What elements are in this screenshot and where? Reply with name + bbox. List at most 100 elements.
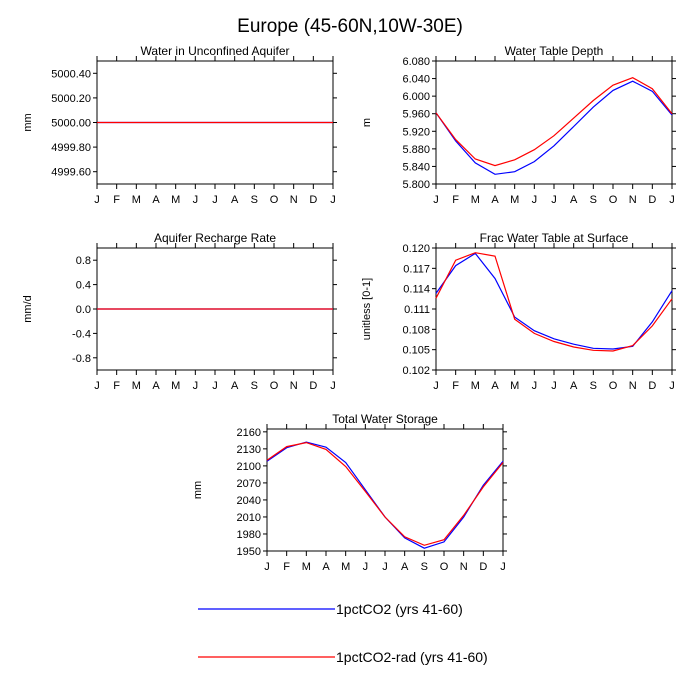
x-tick-label-4: M: [471, 380, 480, 392]
x-tick-label-1: O: [270, 194, 279, 206]
x-tick-label-5: D: [479, 561, 487, 573]
y-tick-label-5: 1980: [237, 529, 261, 541]
series-line-1-panel-2: [435, 80, 673, 175]
x-tick-label-3: M: [171, 380, 180, 392]
x-tick-label-3: A: [231, 380, 239, 392]
y-tick-label-5: 2040: [237, 495, 261, 507]
chart-title-1: Water in Unconfined Aquifer: [141, 44, 290, 58]
x-tick-label-3: S: [251, 380, 258, 392]
y-axis-label-4: unitless [0-1]: [361, 278, 373, 340]
chart-panel-5: Total Water Storage 2160 2130 2100 2070 2040 2…: [192, 412, 507, 573]
chart-title-2: Water Table Depth: [505, 44, 604, 58]
y-tick-label-4: 0.102: [402, 365, 430, 377]
x-tick-label-1: A: [231, 194, 239, 206]
x-tick-label-2: J: [669, 194, 675, 206]
x-tick-label-3: N: [290, 380, 298, 392]
y-tick-label-3: 0.0: [76, 304, 91, 316]
x-tick-label-1: J: [212, 194, 218, 206]
x-tick-label-5: J: [500, 561, 506, 573]
chart-panel-1: Water in Unconfined Aquifer 5000.40 5000.2…: [22, 44, 337, 206]
x-tick-label-5: S: [421, 561, 428, 573]
chart-title-4: Frac Water Table at Surface: [480, 231, 629, 245]
x-tick-label-4: M: [510, 380, 519, 392]
series-line-2-panel-5: [266, 441, 504, 546]
x-tick-label-5: N: [460, 561, 468, 573]
x-tick-label-2: F: [452, 194, 459, 206]
x-tick-label-3: O: [270, 380, 279, 392]
y-tick-label-3: 0.4: [76, 280, 91, 292]
y-tick-label-2: 6.040: [402, 74, 430, 86]
x-tick-label-4: D: [648, 380, 656, 392]
x-tick-label-1: N: [290, 194, 298, 206]
y-tick-label-5: 2010: [237, 512, 261, 524]
chart-panel-3: Aquifer Recharge Rate 0.8 0.4 0.0 -0.4 -0.8 J F…: [22, 231, 337, 392]
x-tick-label-2: J: [551, 194, 557, 206]
x-tick-label-4: N: [629, 380, 637, 392]
x-tick-label-5: A: [401, 561, 409, 573]
x-tick-label-4: J: [669, 380, 675, 392]
x-tick-label-5: M: [341, 561, 350, 573]
x-tick-label-5: J: [363, 561, 369, 573]
x-tick-label-1: F: [113, 194, 120, 206]
y-tick-label-2: 5.880: [402, 144, 430, 156]
x-tick-label-1: S: [251, 194, 258, 206]
x-tick-label-2: S: [590, 194, 597, 206]
panels: Water in Unconfined Aquifer 5000.40 5000.2…: [22, 44, 676, 573]
series-line-1-panel-4: [435, 252, 673, 350]
x-tick-label-4: J: [532, 380, 538, 392]
y-tick-label-3: -0.4: [72, 328, 91, 340]
x-tick-label-5: A: [322, 561, 330, 573]
y-tick-label-2: 6.080: [402, 56, 430, 68]
x-tick-label-2: N: [629, 194, 637, 206]
x-tick-label-4: A: [570, 380, 578, 392]
y-tick-label-5: 2100: [237, 461, 261, 473]
x-tick-label-3: J: [330, 380, 336, 392]
y-tick-label-5: 1950: [237, 546, 261, 558]
x-tick-label-4: F: [452, 380, 459, 392]
y-axis-label-5: mm: [192, 481, 204, 499]
series-line-1-panel-5: [266, 441, 504, 549]
y-axis-label-1: mm: [22, 113, 34, 131]
x-tick-label-5: F: [283, 561, 290, 573]
x-tick-label-2: O: [609, 194, 618, 206]
legend: 1pctCO2 (yrs 41-60) 1pctCO2-rad (yrs 41-…: [198, 601, 488, 665]
legend-label-2: 1pctCO2-rad (yrs 41-60): [336, 649, 488, 665]
y-tick-label-4: 0.105: [402, 345, 430, 357]
y-tick-label-1: 4999.60: [51, 167, 91, 179]
x-tick-label-5: O: [440, 561, 449, 573]
x-tick-label-2: J: [433, 194, 439, 206]
x-tick-label-3: D: [309, 380, 317, 392]
x-tick-label-1: J: [193, 194, 199, 206]
x-tick-label-4: A: [491, 380, 499, 392]
chart-panel-4: Frac Water Table at Surface 0.120 0.117 0.1…: [361, 231, 676, 392]
x-tick-label-2: A: [491, 194, 499, 206]
chart-panel-2: Water Table Depth 6.080 6.040 6.000 5.960 5.9…: [361, 44, 676, 206]
x-tick-label-1: M: [132, 194, 141, 206]
series-line-2-panel-2: [435, 77, 673, 167]
y-tick-label-3: -0.8: [72, 353, 91, 365]
x-tick-label-3: A: [152, 380, 160, 392]
y-tick-label-5: 2160: [237, 427, 261, 439]
y-tick-label-1: 5000.00: [51, 118, 91, 130]
x-tick-label-5: J: [382, 561, 388, 573]
x-tick-label-4: S: [590, 380, 597, 392]
y-tick-label-1: 4999.80: [51, 142, 91, 154]
y-tick-label-4: 0.111: [404, 304, 430, 316]
x-tick-label-1: D: [309, 194, 317, 206]
y-tick-label-3: 0.8: [76, 255, 91, 267]
y-axis-label-3: mm/d: [22, 295, 34, 323]
x-tick-label-3: J: [212, 380, 218, 392]
y-tick-label-4: 0.108: [402, 324, 430, 336]
figure-title: Europe (45-60N,10W-30E): [237, 16, 463, 37]
x-tick-label-4: O: [609, 380, 618, 392]
chart-title-3: Aquifer Recharge Rate: [154, 231, 276, 245]
plot-frame-5: [266, 428, 504, 552]
y-tick-label-2: 5.800: [402, 179, 430, 191]
y-tick-label-5: 2130: [237, 444, 261, 456]
y-tick-label-4: 0.114: [403, 284, 430, 296]
x-tick-label-1: M: [171, 194, 180, 206]
x-tick-label-4: J: [551, 380, 557, 392]
x-tick-label-3: M: [132, 380, 141, 392]
x-tick-label-1: J: [94, 194, 100, 206]
x-tick-label-2: A: [570, 194, 578, 206]
